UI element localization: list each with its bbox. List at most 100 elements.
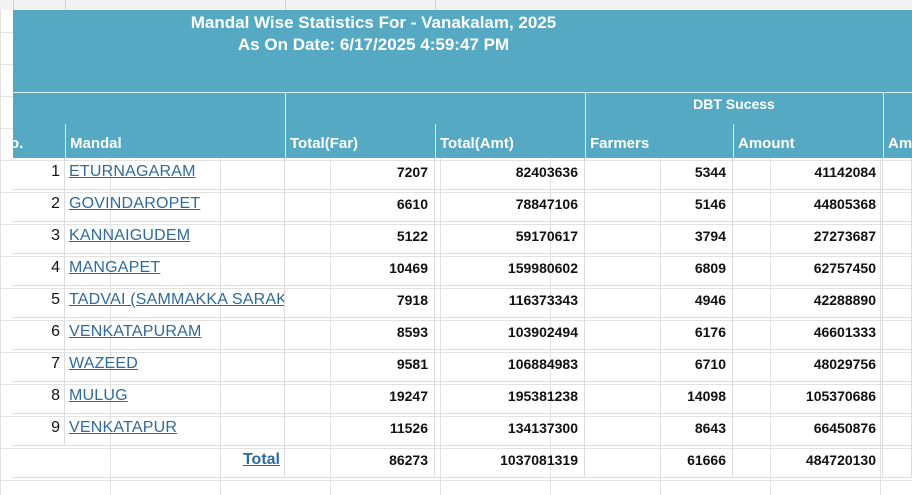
total-am — [883, 446, 912, 478]
table-row: 2 GOVINDAROPET 6610 78847106 5146 44805368 — [0, 190, 912, 222]
cell-amount: 42288890 — [733, 286, 883, 318]
cell-total-amt: 159980602 — [435, 254, 585, 286]
cell-mandal: MULUG — [65, 382, 285, 414]
total-total-far: 86273 — [285, 446, 435, 478]
table-row: 6 VENKATAPURAM 8593 103902494 6176 46601333 — [0, 318, 912, 350]
cell-am — [883, 158, 912, 190]
mandal-link[interactable]: GOVINDAROPET — [69, 195, 201, 212]
table-row: 9 VENKATAPUR 11526 134137300 8643 66450876 — [0, 414, 912, 446]
cell-am — [883, 254, 912, 286]
cell-total-far: 7918 — [285, 286, 435, 318]
mandal-link[interactable]: TADVAI (SAMMAKKA SARAKKA) — [69, 291, 284, 308]
cell-farmers: 6710 — [585, 350, 733, 382]
cell-total-far: 5122 — [285, 222, 435, 254]
cell-farmers: 4946 — [585, 286, 733, 318]
mandal-link[interactable]: VENKATAPUR — [69, 419, 178, 436]
cell-total-far: 9581 — [285, 350, 435, 382]
cell-farmers: 14098 — [585, 382, 733, 414]
table-row: 4 MANGAPET 10469 159980602 6809 62757450 — [0, 254, 912, 286]
mandal-link[interactable]: MULUG — [69, 387, 128, 404]
table-row: 1 ETURNAGARAM 7207 82403636 5344 41142084 — [0, 158, 912, 190]
cell-am — [883, 222, 912, 254]
cell-total-amt: 116373343 — [435, 286, 585, 318]
cell-amount: 66450876 — [733, 414, 883, 446]
col-farmers-header[interactable]: Farmers — [590, 135, 650, 152]
cell-mandal: WAZEED — [65, 350, 285, 382]
cell-total-amt: 106884983 — [435, 350, 585, 382]
cell-sno: 3 — [13, 222, 65, 254]
col-total-far-header[interactable]: Total(Far) — [290, 135, 359, 152]
cell-total-far: 8593 — [285, 318, 435, 350]
column-header-row: o. Mandal Total(Far) Total(Amt) Farmers … — [10, 124, 912, 158]
col-total-amt-header[interactable]: Total(Amt) — [440, 135, 514, 152]
group-header-row: DBT Sucess — [13, 92, 912, 124]
mandal-link[interactable]: WAZEED — [69, 355, 139, 372]
report-header: Mandal Wise Statistics For - Vanakalam, … — [13, 10, 912, 92]
cell-mandal: VENKATAPUR — [65, 414, 285, 446]
cell-total-far: 10469 — [285, 254, 435, 286]
table-row: 3 KANNAIGUDEM 5122 59170617 3794 27273687 — [0, 222, 912, 254]
cell-mandal: VENKATAPURAM — [65, 318, 285, 350]
mandal-link[interactable]: KANNAIGUDEM — [69, 227, 191, 244]
cell-total-amt: 134137300 — [435, 414, 585, 446]
cell-amount: 27273687 — [733, 222, 883, 254]
cell-farmers: 6176 — [585, 318, 733, 350]
total-link[interactable]: Total — [242, 451, 280, 468]
cell-sno: 8 — [13, 382, 65, 414]
cell-am — [883, 190, 912, 222]
report-title: Mandal Wise Statistics For - Vanakalam, … — [190, 13, 557, 32]
cell-sno: 1 — [13, 158, 65, 190]
total-mandal: Total — [65, 446, 285, 478]
total-sno — [13, 446, 65, 478]
total-total-amt: 1037081319 — [435, 446, 585, 478]
cell-sno: 9 — [13, 414, 65, 446]
col-amount-header[interactable]: Amount — [738, 135, 795, 152]
mandal-link[interactable]: VENKATAPURAM — [69, 323, 202, 340]
cell-sno: 4 — [13, 254, 65, 286]
cell-farmers: 3794 — [585, 222, 733, 254]
cell-mandal: KANNAIGUDEM — [65, 222, 285, 254]
cell-amount: 41142084 — [733, 158, 883, 190]
cell-total-far: 11526 — [285, 414, 435, 446]
cell-sno: 7 — [13, 350, 65, 382]
cell-amount: 62757450 — [733, 254, 883, 286]
report-date: As On Date: 6/17/2025 4:59:47 PM — [237, 35, 510, 54]
cell-mandal: MANGAPET — [65, 254, 285, 286]
mandal-link[interactable]: MANGAPET — [69, 259, 161, 276]
cell-mandal: ETURNAGARAM — [65, 158, 285, 190]
cell-amount: 46601333 — [733, 318, 883, 350]
cell-amount: 44805368 — [733, 190, 883, 222]
cell-am — [883, 286, 912, 318]
totals-row: Total 86273 1037081319 61666 484720130 — [0, 446, 912, 478]
cell-am — [883, 350, 912, 382]
col-am-header[interactable]: Am — [888, 135, 912, 152]
cell-amount: 105370686 — [733, 382, 883, 414]
cell-total-amt: 59170617 — [435, 222, 585, 254]
cell-sno: 5 — [13, 286, 65, 318]
top-row-strip — [0, 0, 912, 10]
cell-total-amt: 195381238 — [435, 382, 585, 414]
cell-am — [883, 318, 912, 350]
total-farmers: 61666 — [585, 446, 733, 478]
cell-total-amt: 103902494 — [435, 318, 585, 350]
cell-total-amt: 78847106 — [435, 190, 585, 222]
cell-mandal: TADVAI (SAMMAKKA SARAKKA) — [65, 286, 285, 318]
cell-farmers: 6809 — [585, 254, 733, 286]
table-row: 8 MULUG 19247 195381238 14098 105370686 — [0, 382, 912, 414]
cell-farmers: 5146 — [585, 190, 733, 222]
cell-total-far: 6610 — [285, 190, 435, 222]
table-row: 7 WAZEED 9581 106884983 6710 48029756 — [0, 350, 912, 382]
cell-farmers: 8643 — [585, 414, 733, 446]
mandal-link[interactable]: ETURNAGARAM — [69, 163, 196, 180]
cell-sno: 2 — [13, 190, 65, 222]
cell-amount: 48029756 — [733, 350, 883, 382]
cell-farmers: 5344 — [585, 158, 733, 190]
col-mandal-header[interactable]: Mandal — [70, 135, 122, 152]
cell-total-far: 19247 — [285, 382, 435, 414]
cell-total-far: 7207 — [285, 158, 435, 190]
col-sno-header: o. — [10, 135, 24, 152]
dbt-success-header: DBT Sucess — [693, 96, 775, 112]
cell-am — [883, 414, 912, 446]
cell-sno: 6 — [13, 318, 65, 350]
